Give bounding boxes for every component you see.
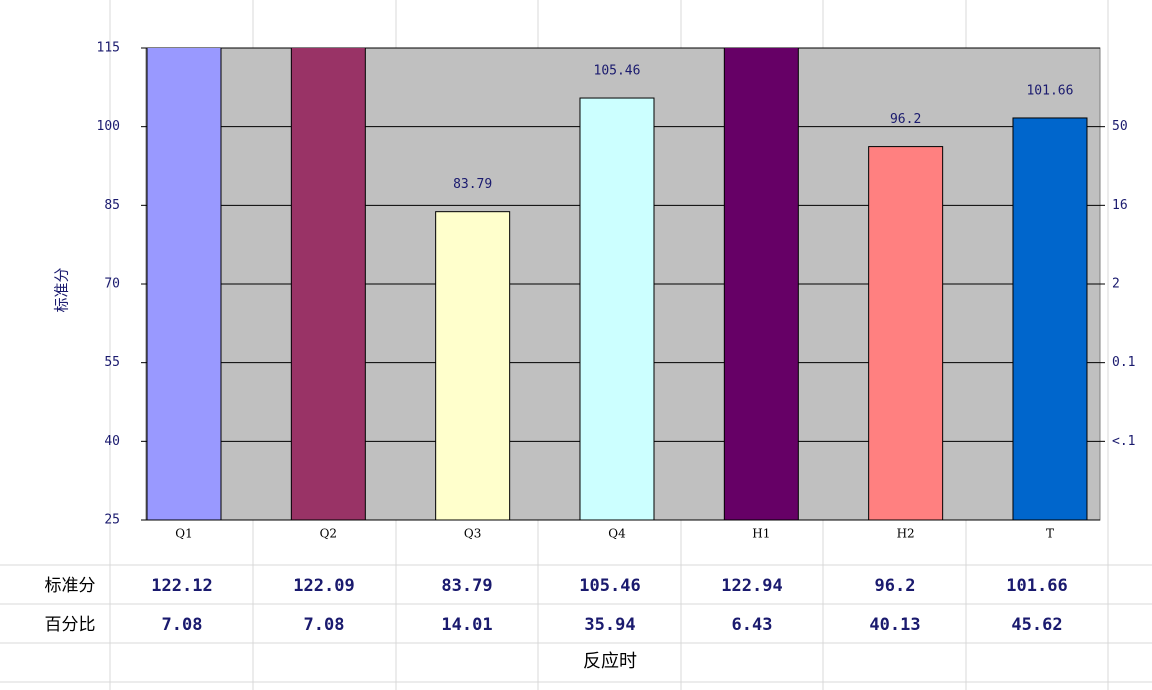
data-label: 105.46 [594,64,641,79]
x-tick-label: T [1046,527,1054,541]
table-cell: 101.66 [1006,576,1067,596]
bar [1012,117,1088,520]
x-axis-label: 反应时 [583,651,637,672]
table-cell: 122.12 [151,576,212,596]
y-tick-label: 55 [104,355,120,370]
table-cell: 83.79 [441,576,492,596]
x-tick-label: Q4 [608,527,626,541]
x-tick-label: Q3 [464,527,481,541]
bars [146,48,1088,520]
data-label: 101.66 [1026,83,1073,98]
row-label: 标准分 [45,576,96,596]
y2-tick-label: 2 [1112,277,1120,292]
table-cell: 7.08 [162,615,203,635]
y-tick-label: 40 [104,434,120,449]
y2-tick-label: <.1 [1112,434,1135,449]
row-label: 百分比 [45,615,96,635]
table-cell: 14.01 [441,615,492,635]
x-tick-label: H2 [897,527,915,541]
table-cell: 40.13 [869,615,920,635]
x-tick-label: Q1 [175,527,192,541]
table-cell: 96.2 [875,576,916,596]
y-tick-label: 85 [104,198,120,213]
bar [146,48,222,520]
x-tick-label: H1 [752,527,770,541]
table-cell: 105.46 [579,576,640,596]
y2-tick-label: 50 [1112,119,1128,134]
bar [579,97,655,520]
bar [868,146,944,520]
table-cell: 35.94 [584,615,635,635]
y-tick-label: 100 [97,119,120,134]
bar [435,211,511,520]
y2-tick-label: 0.1 [1112,355,1135,370]
table-cell: 45.62 [1011,615,1062,635]
table-cell: 6.43 [732,615,773,635]
y-tick-label: 115 [97,41,120,56]
y2-tick-label: 16 [1112,198,1128,213]
table-cell: 122.94 [721,576,782,596]
x-tick-label: Q2 [320,527,337,541]
data-label: 83.79 [453,177,492,192]
bar [723,48,799,520]
bar [290,48,366,520]
y-axis-label: 标准分 [53,267,71,312]
y-tick-label: 70 [104,277,120,292]
table-cell: 122.09 [293,576,354,596]
table-cell: 7.08 [304,615,345,635]
y-tick-label: 25 [104,513,120,528]
data-label: 96.2 [890,112,921,127]
